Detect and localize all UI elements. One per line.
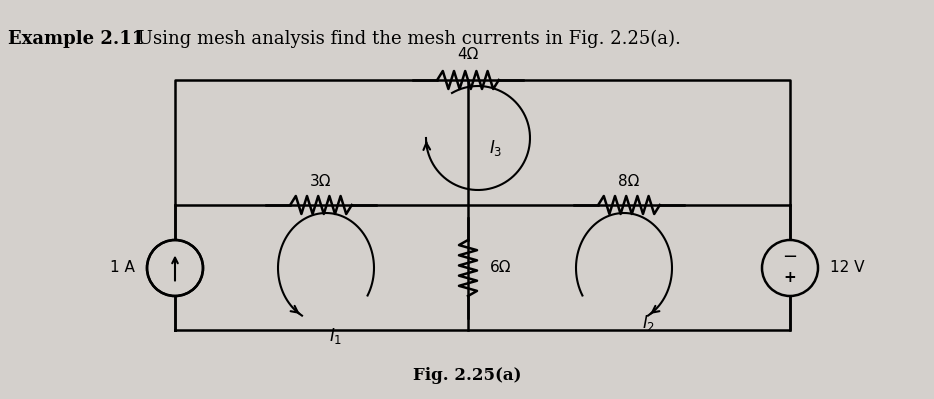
- Text: 8Ω: 8Ω: [618, 174, 640, 189]
- Text: Example 2.11: Example 2.11: [8, 30, 144, 48]
- Text: Fig. 2.25(a): Fig. 2.25(a): [413, 367, 521, 384]
- Text: 12 V: 12 V: [830, 261, 865, 275]
- Text: 6Ω: 6Ω: [490, 261, 512, 275]
- Text: $I_1$: $I_1$: [330, 326, 343, 346]
- Text: 1 A: 1 A: [110, 261, 135, 275]
- Text: −: −: [783, 248, 798, 267]
- Text: $I_2$: $I_2$: [643, 313, 656, 333]
- Text: $I_3$: $I_3$: [489, 138, 502, 158]
- Text: +: +: [784, 270, 797, 285]
- Circle shape: [763, 241, 817, 295]
- Circle shape: [148, 241, 202, 295]
- Text: 4Ω: 4Ω: [458, 47, 479, 62]
- Text: Using mesh analysis find the mesh currents in Fig. 2.25(a).: Using mesh analysis find the mesh curren…: [132, 30, 681, 48]
- Text: 3Ω: 3Ω: [310, 174, 332, 189]
